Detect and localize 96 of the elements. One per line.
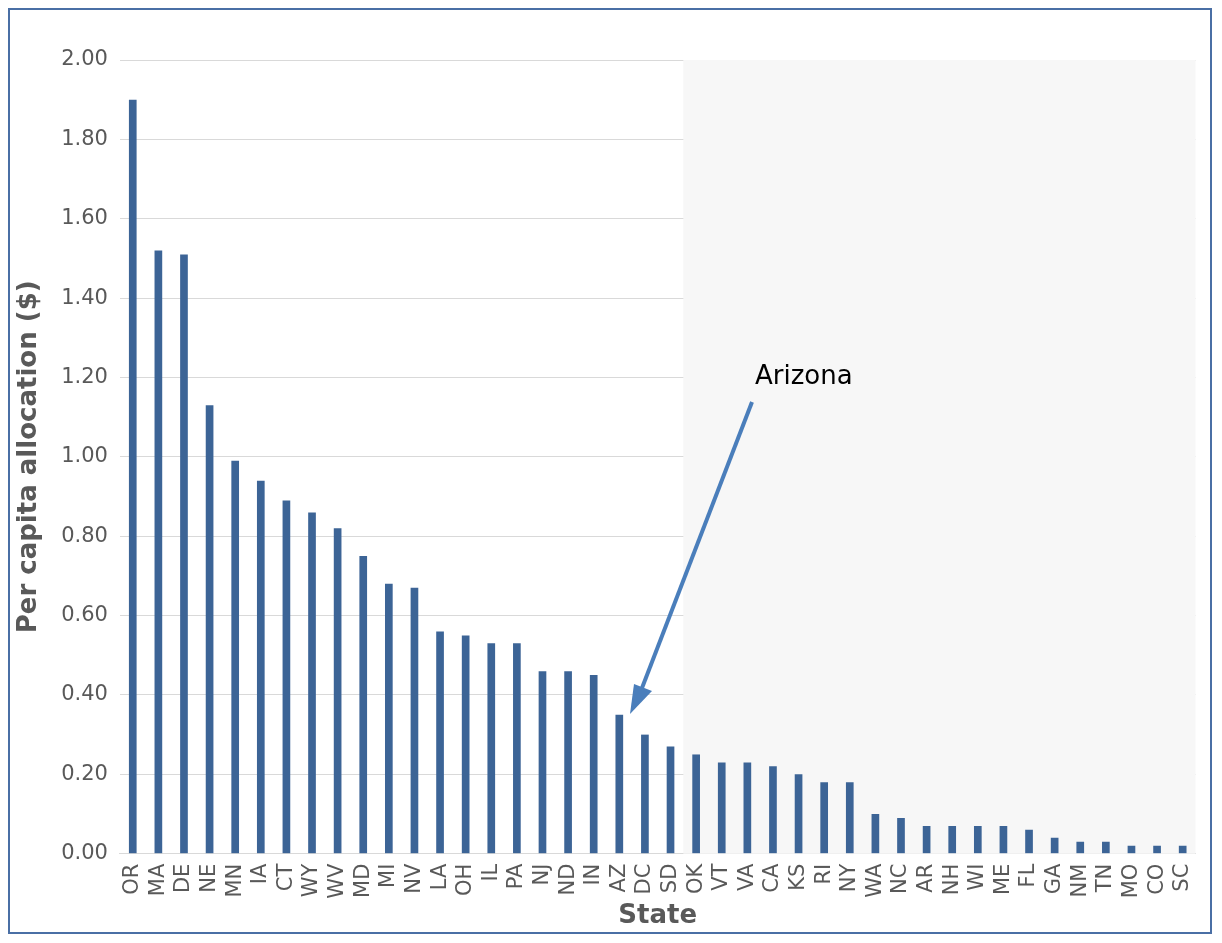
x-tick-label: TN (1092, 863, 1117, 894)
x-tick-label: PA (503, 863, 528, 890)
x-tick-label: AR (913, 863, 938, 893)
x-tick-label: OK (682, 862, 707, 894)
bar (333, 528, 342, 854)
x-tick-label: WY (298, 863, 323, 898)
bar (1076, 841, 1085, 854)
x-tick-label: MA (144, 863, 169, 897)
bar (1178, 845, 1187, 854)
bar (666, 746, 675, 854)
x-tick-label: NE (196, 863, 221, 893)
x-tick-label: MO (1117, 863, 1142, 899)
x-tick-label: ME (989, 863, 1014, 896)
x-tick-label: IA (247, 863, 272, 885)
y-tick-label: 0.60 (61, 602, 108, 627)
bar (794, 774, 803, 854)
x-tick-label: MI (375, 863, 400, 888)
x-tick-label: RI (810, 863, 835, 885)
x-tick-label: WV (324, 863, 349, 899)
x-tick-label: SC (1169, 863, 1194, 892)
x-tick-label: NM (1066, 863, 1091, 898)
bar (564, 671, 572, 854)
bar (128, 99, 137, 854)
bar (1153, 845, 1161, 854)
x-tick-label: CT (272, 863, 297, 892)
x-tick-label: ND (554, 863, 579, 896)
bar (999, 825, 1008, 854)
bar (538, 671, 547, 854)
bar (820, 782, 829, 854)
bar (436, 631, 444, 854)
y-axis-title: Per capita allocation ($) (12, 280, 43, 634)
bar (154, 250, 163, 854)
y-tick-label: 2.00 (61, 46, 108, 71)
y-tick-label: 1.80 (61, 125, 108, 150)
x-tick-label: MN (221, 863, 246, 898)
bar (641, 734, 649, 854)
bar (897, 817, 905, 854)
x-tick-label: SD (656, 863, 681, 894)
y-tick-label: 1.00 (61, 443, 108, 468)
bar (743, 762, 752, 854)
x-tick-label: DE (170, 863, 195, 894)
y-tick-label: 0.80 (61, 522, 108, 547)
bar (385, 583, 393, 854)
x-axis-title: State (618, 899, 698, 930)
bar (231, 460, 240, 854)
bar (487, 643, 496, 854)
x-tick-label: KS (785, 863, 810, 891)
bar (513, 643, 521, 854)
x-tick-label: VT (708, 863, 733, 891)
x-tick-label: OR (119, 863, 144, 895)
x-tick-label: NC (887, 863, 912, 895)
bar (205, 405, 214, 854)
y-tick-label: 1.40 (61, 284, 108, 309)
bar (1025, 829, 1033, 854)
y-tick-label: 1.60 (61, 205, 108, 230)
x-tick-label: NJ (528, 863, 553, 886)
x-tick-label: NY (836, 863, 861, 893)
x-tick-label: WA (861, 863, 886, 898)
bar (615, 714, 624, 854)
x-tick-label: DC (631, 863, 656, 895)
x-tick-label: NV (400, 863, 425, 894)
bar (692, 754, 700, 854)
bar (948, 825, 957, 854)
bar (717, 762, 726, 854)
y-tick-label: 0.20 (61, 760, 108, 785)
x-tick-label: OH (452, 863, 477, 896)
bar (922, 825, 931, 854)
x-tick-label: GA (1041, 863, 1066, 895)
y-tick-label: 0.00 (61, 840, 108, 865)
x-tick-label: NH (938, 863, 963, 896)
bar (180, 254, 188, 854)
x-tick-label: AZ (605, 863, 630, 893)
x-tick-label: MD (349, 863, 374, 898)
x-tick-label: CO (1143, 863, 1168, 895)
bar (359, 556, 368, 854)
bar (1102, 841, 1110, 854)
x-tick-label: WI (964, 863, 989, 891)
x-tick-label: IL (477, 863, 502, 882)
y-tick-label: 0.40 (61, 681, 108, 706)
bar (589, 675, 598, 854)
y-tick-label: 1.20 (61, 363, 108, 388)
x-tick-label: IN (580, 863, 605, 886)
bar (461, 635, 470, 854)
bar (769, 766, 777, 854)
bar (845, 782, 854, 854)
bar (410, 587, 419, 854)
x-tick-label: VA (733, 863, 758, 892)
bar (973, 825, 982, 854)
x-tick-label: CA (759, 863, 784, 893)
bar (282, 500, 291, 854)
bar (871, 813, 880, 854)
bar (256, 480, 265, 854)
annotation: Arizona (755, 359, 853, 390)
bar (308, 512, 316, 854)
x-tick-label: LA (426, 863, 451, 891)
x-tick-label: FL (1015, 863, 1040, 888)
